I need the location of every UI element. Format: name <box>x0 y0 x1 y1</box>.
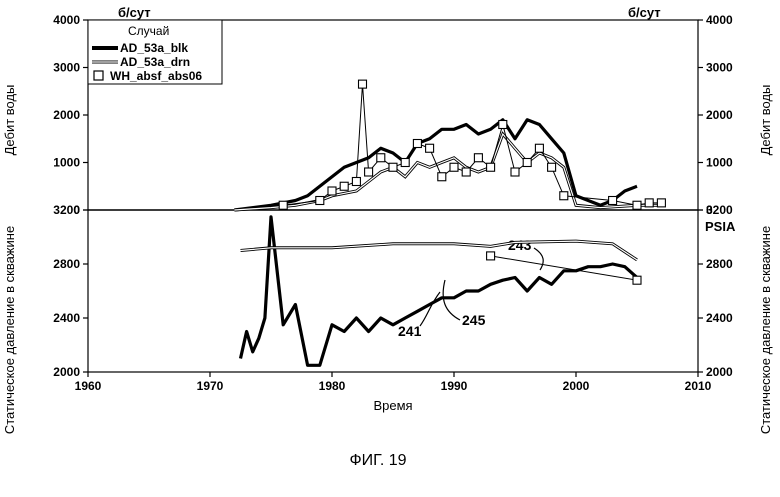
figure-caption: ФИГ. 19 <box>349 452 406 469</box>
y-tick-label-right: 3000 <box>706 61 733 75</box>
series-point-wh-absf-abs06 <box>657 199 665 207</box>
series-point-wh-absf-abs06 <box>548 163 556 171</box>
series-point-wh-absf-abs06 <box>450 163 458 171</box>
legend-entry-wh: WH_absf_abs06 <box>110 69 202 83</box>
legend-entry-blk: AD_53a_blk <box>120 41 188 55</box>
y-tick-label-left: 3000 <box>53 61 80 75</box>
y-tick-label-left: 2400 <box>53 311 80 325</box>
legend: Случай AD_53a_blk AD_53a_drn WH_absf_abs… <box>88 20 222 84</box>
series-point-wh-absf-abs06 <box>633 276 641 284</box>
series-point-wh-absf-abs06 <box>633 201 641 209</box>
x-tick-label: 2000 <box>563 379 590 393</box>
legend-swatch-wh <box>94 71 103 80</box>
series-point-wh-absf-abs06 <box>352 178 360 186</box>
annotation-245: 245 <box>462 312 486 328</box>
y-tick-label-left: 1000 <box>53 156 80 170</box>
top-right-unit: б/сут <box>628 5 661 20</box>
series-point-wh-absf-abs06 <box>365 168 373 176</box>
bottom-right-ylabel: Статическое давление в скважине <box>758 226 773 434</box>
y-tick-label-right: 1000 <box>706 156 733 170</box>
series-point-wh-absf-abs06 <box>340 182 348 190</box>
bottom-left-ylabel: Статическое давление в скважине <box>2 226 17 434</box>
y-tick-label-left: 2000 <box>53 365 80 379</box>
series-point-wh-absf-abs06 <box>474 154 482 162</box>
y-tick-label-right: 2000 <box>706 108 733 122</box>
series-line-ad-53a-drn-inner <box>241 241 638 260</box>
top-right-ylabel: Дебит воды <box>758 85 773 156</box>
series-point-wh-absf-abs06 <box>487 252 495 260</box>
leader-243 <box>534 248 543 270</box>
series-point-wh-absf-abs06 <box>499 121 507 129</box>
top-left-unit: б/сут <box>118 5 151 20</box>
annotation-241: 241 <box>398 323 422 339</box>
series-point-wh-absf-abs06 <box>316 197 324 205</box>
legend-entry-drn: AD_53a_drn <box>120 55 190 69</box>
y-tick-label-right: 3200 <box>706 203 733 217</box>
series-point-wh-absf-abs06 <box>511 168 519 176</box>
series-point-wh-absf-abs06 <box>609 197 617 205</box>
y-tick-label-right: 2000 <box>706 365 733 379</box>
series-point-wh-absf-abs06 <box>523 159 531 167</box>
series-point-wh-absf-abs06 <box>328 187 336 195</box>
series-point-wh-absf-abs06 <box>426 144 434 152</box>
x-tick-label: 1960 <box>75 379 102 393</box>
x-axis-label: Время <box>373 398 412 413</box>
x-tick-label: 1990 <box>441 379 468 393</box>
x-tick-label: 1970 <box>197 379 224 393</box>
series-point-wh-absf-abs06 <box>438 173 446 181</box>
y-tick-label-right: 2800 <box>706 257 733 271</box>
series-point-wh-absf-abs06 <box>462 168 470 176</box>
series-point-wh-absf-abs06 <box>413 140 421 148</box>
x-tick-label: 2010 <box>685 379 712 393</box>
series-point-wh-absf-abs06 <box>487 163 495 171</box>
legend-title: Случай <box>128 24 169 38</box>
series-point-wh-absf-abs06 <box>389 163 397 171</box>
y-tick-label-left: 2800 <box>53 257 80 271</box>
series-point-wh-absf-abs06 <box>645 199 653 207</box>
y-tick-label-right: 2400 <box>706 311 733 325</box>
x-tick-label: 1980 <box>319 379 346 393</box>
top-left-ylabel: Дебит воды <box>2 85 17 156</box>
annotation-243: 243 <box>508 237 532 253</box>
series-point-wh-absf-abs06 <box>535 144 543 152</box>
series-point-wh-absf-abs06 <box>359 80 367 88</box>
y-tick-label-left: 2000 <box>53 108 80 122</box>
series-point-wh-absf-abs06 <box>560 192 568 200</box>
y-tick-label-left: 4000 <box>53 13 80 27</box>
series-line-ad-53a-blk <box>241 217 638 365</box>
leader-245 <box>443 280 460 320</box>
series-point-wh-absf-abs06 <box>279 201 287 209</box>
y-tick-label-left: 3200 <box>53 203 80 217</box>
series-point-wh-absf-abs06 <box>401 159 409 167</box>
bottom-right-unit: PSIA <box>705 219 736 234</box>
y-tick-label-right: 4000 <box>706 13 733 27</box>
bottom-plot-frame <box>88 210 698 372</box>
series-point-wh-absf-abs06 <box>377 154 385 162</box>
